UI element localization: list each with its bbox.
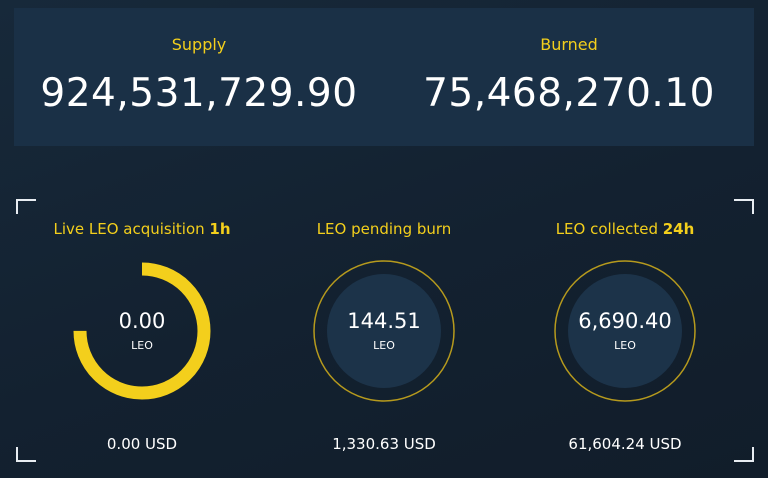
collected-value: 6,690.40: [578, 308, 672, 333]
pending-burn-unit: LEO: [373, 338, 395, 352]
acquisition-usd: 0.00 USD: [106, 435, 178, 453]
disc-graphic: [554, 260, 696, 402]
disc-graphic: [313, 260, 455, 402]
disc-fill: [327, 274, 441, 388]
metric-collected-24h: LEO collected 24h 6,690.40 LEO 61,604.24…: [505, 220, 745, 453]
burned-value: 75,468,270.10: [423, 71, 715, 116]
metric-title-text: LEO collected: [555, 220, 663, 238]
collected-disc: 6,690.40 LEO: [553, 259, 697, 403]
supply-stat: Supply 924,531,729.90: [14, 8, 384, 146]
progress-ring-arc: [73, 262, 211, 400]
corner-bracket-top-left: [16, 199, 36, 214]
corner-bracket-bottom-right: [734, 447, 754, 462]
corner-bracket-bottom-left: [16, 447, 36, 462]
supply-label: Supply: [171, 35, 227, 54]
metric-title: Live LEO acquisition 1h: [53, 220, 230, 240]
disc-outline: [554, 260, 696, 402]
collected-usd: 61,604.24 USD: [568, 435, 682, 453]
burned-stat: Burned 75,468,270.10: [384, 8, 754, 146]
metric-title-text: LEO pending burn: [316, 220, 452, 238]
ring-center: 6,690.40 LEO: [553, 259, 697, 403]
pending-burn-value: 144.51: [347, 308, 421, 333]
acquisition-unit: LEO: [131, 338, 153, 352]
ring-center: 0.00 LEO: [70, 259, 214, 403]
acquisition-progress-ring: 0.00 LEO: [70, 259, 214, 403]
disc-fill: [568, 274, 682, 388]
corner-bracket-top-right: [734, 199, 754, 214]
metric-title-period: 1h: [209, 220, 231, 238]
collected-unit: LEO: [614, 338, 636, 352]
metric-title-text: Live LEO acquisition: [53, 220, 210, 238]
disc-outline: [313, 260, 455, 402]
burned-label: Burned: [540, 35, 598, 54]
metric-title: LEO pending burn: [317, 220, 452, 240]
metric-live-acquisition: Live LEO acquisition 1h 0.00 LEO 0.00 US…: [22, 220, 262, 453]
metric-pending-burn: LEO pending burn 144.51 LEO 1,330.63 USD: [264, 220, 504, 453]
pending-burn-usd: 1,330.63 USD: [332, 435, 436, 453]
ring-center: 144.51 LEO: [312, 259, 456, 403]
metric-title-period: 24h: [662, 220, 695, 238]
supply-value: 924,531,729.90: [40, 71, 358, 116]
metric-title: LEO collected 24h: [556, 220, 695, 240]
progress-ring-graphic: [73, 262, 211, 400]
pending-burn-disc: 144.51 LEO: [312, 259, 456, 403]
acquisition-value: 0.00: [118, 308, 166, 333]
supply-burned-panel: Supply 924,531,729.90 Burned 75,468,270.…: [14, 8, 754, 146]
